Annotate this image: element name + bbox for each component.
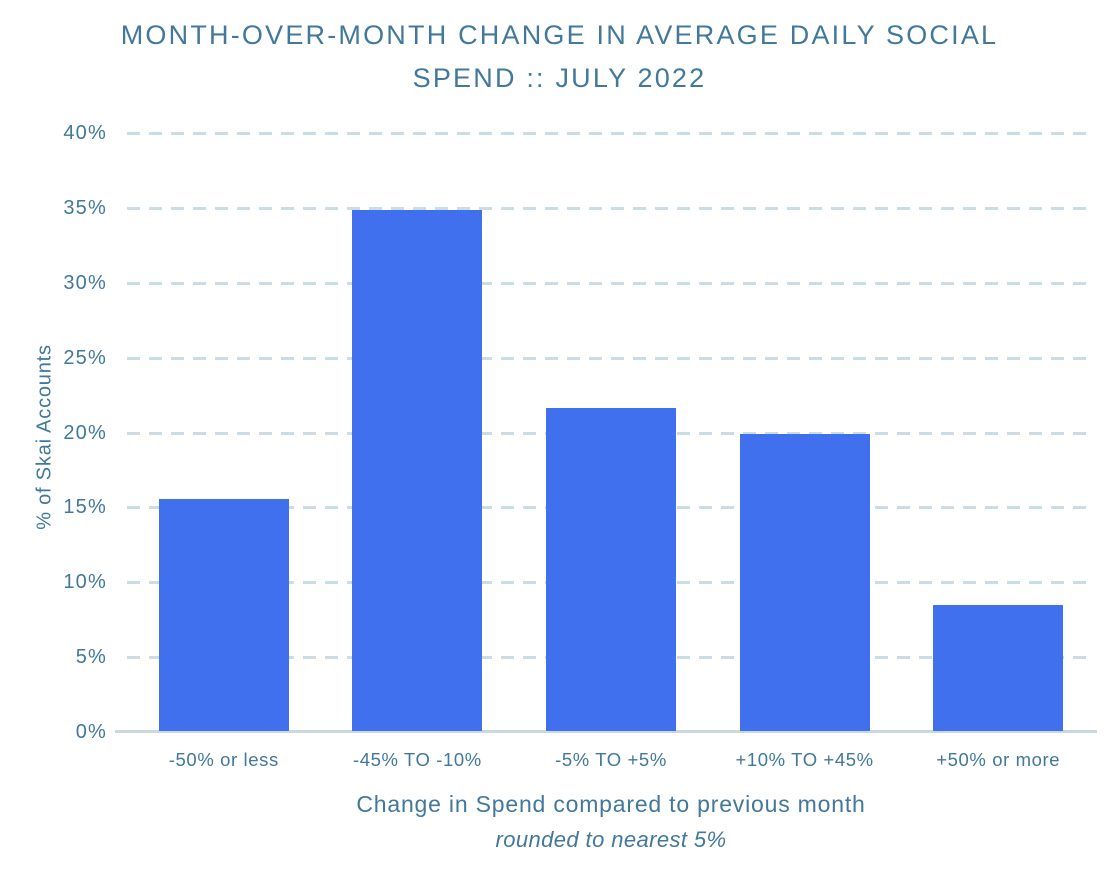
x-tick-label: -45% TO -10%: [352, 749, 482, 770]
y-tick-label: 0%: [75, 721, 107, 743]
y-tick-label: 15%: [63, 496, 107, 519]
y-tick-label: 40%: [63, 122, 107, 144]
y-tick-label: 30%: [63, 271, 107, 294]
gridline: [127, 356, 1095, 360]
gridline: [127, 206, 1095, 210]
chart-title: MONTH-OVER-MONTH CHANGE IN AVERAGE DAILY…: [120, 20, 999, 93]
y-tick-label: 10%: [63, 571, 107, 594]
x-axis-line: [115, 730, 1097, 733]
gridline: [127, 281, 1095, 285]
x-tick-label: +10% TO +45%: [735, 749, 874, 770]
y-tick-label: 25%: [63, 346, 107, 369]
x-tick-label: -5% TO +5%: [555, 749, 667, 770]
bar: [352, 209, 483, 731]
y-tick-label: 35%: [63, 196, 107, 219]
bar: [158, 498, 289, 731]
x-axis-title: Change in Spend compared to previous mon…: [356, 791, 866, 817]
x-tick-label: +50% or more: [936, 749, 1061, 770]
x-axis-subtitle: rounded to nearest 5%: [495, 827, 727, 852]
bar: [739, 434, 870, 731]
bar: [933, 605, 1064, 731]
x-tick-label: -50% or less: [168, 749, 279, 770]
y-tick-label: 5%: [75, 646, 107, 669]
y-tick-label: 20%: [63, 421, 107, 444]
gridline: [127, 132, 1095, 135]
bar: [546, 407, 676, 731]
